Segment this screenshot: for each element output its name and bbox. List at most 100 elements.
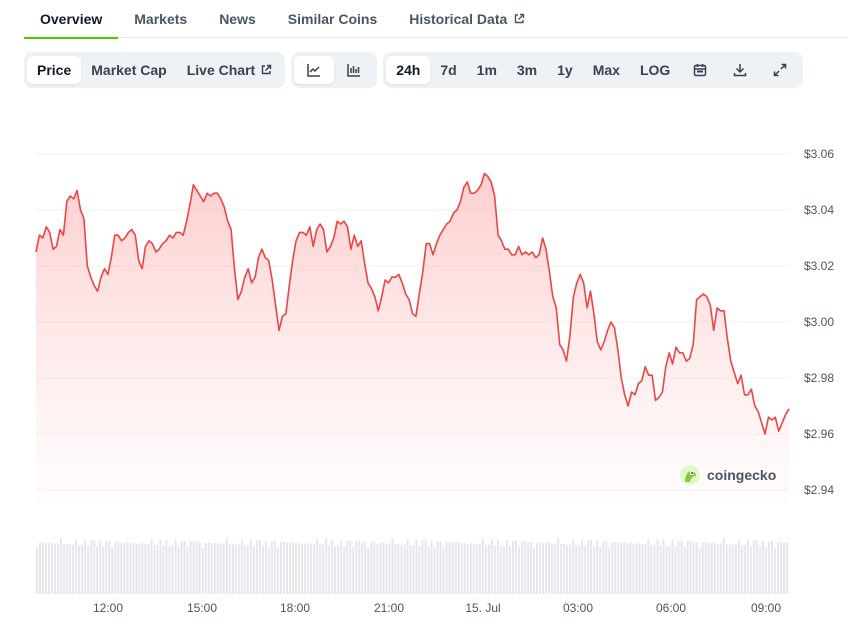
- volume-bar: [261, 546, 264, 594]
- volume-bar: [379, 543, 382, 594]
- volume-bar: [129, 543, 132, 594]
- volume-bar: [755, 540, 758, 594]
- volume-bar: [599, 547, 602, 594]
- volume-bar: [385, 543, 388, 594]
- volume-bar: [403, 544, 406, 594]
- live-chart-button[interactable]: Live Chart: [177, 56, 282, 84]
- volume-bar: [662, 539, 665, 594]
- volume-bar: [240, 539, 243, 594]
- volume-bar: [120, 542, 123, 594]
- volume-bar: [463, 542, 466, 594]
- volume-bar: [581, 539, 584, 594]
- volume-bar: [436, 541, 439, 594]
- price-chart[interactable]: $3.06 $3.04 $3.02 $3.00 $2.98 $2.96 $2.94 12:0…: [0, 100, 847, 630]
- x-tick-label: 03:00: [563, 601, 593, 615]
- calendar-button[interactable]: [680, 56, 720, 84]
- tab-similar-coins[interactable]: Similar Coins: [272, 0, 393, 38]
- volume-bar: [752, 540, 755, 594]
- volume-bar: [623, 542, 626, 594]
- volume-bar: [45, 543, 47, 594]
- range-7d-button[interactable]: 7d: [440, 62, 457, 78]
- y-tick-label: $2.98: [804, 371, 834, 385]
- volume-bar: [575, 545, 578, 594]
- volume-bar: [767, 541, 770, 594]
- volume-bar: [108, 541, 111, 594]
- download-icon: [734, 64, 747, 77]
- tab-markets[interactable]: Markets: [118, 0, 203, 38]
- download-button[interactable]: [720, 56, 760, 84]
- volume-bar: [93, 540, 96, 594]
- log-scale-button[interactable]: LOG: [639, 62, 671, 78]
- volume-bar: [502, 545, 505, 594]
- volume-bar: [674, 546, 677, 594]
- volume-bar: [216, 542, 219, 594]
- volume-bar: [298, 542, 300, 594]
- volume-bar: [668, 545, 671, 594]
- volume-bar: [454, 542, 457, 594]
- volume-bar: [469, 543, 472, 594]
- candlestick-chart-button[interactable]: [334, 56, 374, 84]
- tab-historical-data[interactable]: Historical Data: [393, 0, 541, 38]
- volume-bar: [680, 540, 683, 594]
- tab-label: Overview: [40, 11, 103, 27]
- volume-bar: [457, 542, 460, 594]
- volume-bar: [267, 547, 270, 594]
- tab-overview[interactable]: Overview: [24, 0, 119, 39]
- x-tick-label: 06:00: [656, 601, 686, 615]
- volume-bar: [72, 544, 75, 594]
- volume-bar: [749, 545, 752, 594]
- chart-toolbar: Price Market Cap Live Chart 24h 7d 1m 3m…: [24, 52, 804, 88]
- volume-bar: [243, 545, 246, 594]
- volume-bar: [722, 538, 725, 594]
- line-chart-icon: [307, 64, 321, 77]
- volume-bar: [370, 542, 373, 594]
- volume-bar: [505, 540, 508, 594]
- volume-bar: [289, 542, 291, 594]
- volume-bar: [536, 542, 538, 594]
- volume-bar: [761, 540, 764, 594]
- volume-bar: [695, 541, 698, 594]
- volume-bar: [683, 546, 686, 594]
- volume-bar: [346, 541, 349, 594]
- volume-bar: [150, 538, 153, 594]
- volume-bar: [246, 545, 249, 594]
- volume-bar: [542, 543, 544, 594]
- range-1m-button[interactable]: 1m: [476, 62, 497, 78]
- volume-bar: [96, 546, 99, 594]
- volume-bar: [493, 545, 496, 594]
- volume-bar: [213, 543, 216, 594]
- volume-bar: [394, 544, 397, 594]
- volume-bar: [165, 539, 168, 594]
- range-24h-button[interactable]: 24h: [386, 56, 431, 84]
- volume-bar: [517, 546, 520, 594]
- range-1y-button[interactable]: 1y: [557, 62, 573, 78]
- volume-bar: [126, 542, 129, 594]
- volume-bar: [301, 544, 304, 594]
- volume-bar: [412, 545, 415, 594]
- tab-news[interactable]: News: [203, 0, 272, 38]
- volume-bar: [400, 545, 403, 594]
- price-area: [36, 173, 789, 504]
- volume-bar: [219, 543, 222, 594]
- volume-bar: [210, 543, 213, 594]
- range-max-button[interactable]: Max: [592, 62, 620, 78]
- external-link-icon: [515, 13, 525, 24]
- y-tick-label: $3.00: [804, 315, 834, 329]
- market-cap-button[interactable]: Market Cap: [91, 62, 167, 78]
- volume-bar: [54, 543, 57, 594]
- volume-bar: [605, 541, 608, 594]
- volume-bar: [578, 545, 581, 594]
- volume-bar: [460, 543, 463, 594]
- volume-bar: [563, 543, 566, 594]
- volume-bar: [340, 540, 343, 594]
- volume-bar: [445, 542, 448, 594]
- line-chart-button[interactable]: [294, 56, 335, 84]
- volume-bar: [192, 541, 195, 594]
- volume-bar: [283, 541, 285, 594]
- price-button[interactable]: Price: [27, 56, 82, 84]
- volume-bar: [451, 542, 454, 594]
- volume-bar: [641, 544, 644, 594]
- fullscreen-button[interactable]: [760, 56, 800, 84]
- range-3m-button[interactable]: 3m: [516, 62, 538, 78]
- volume-bar: [322, 544, 325, 594]
